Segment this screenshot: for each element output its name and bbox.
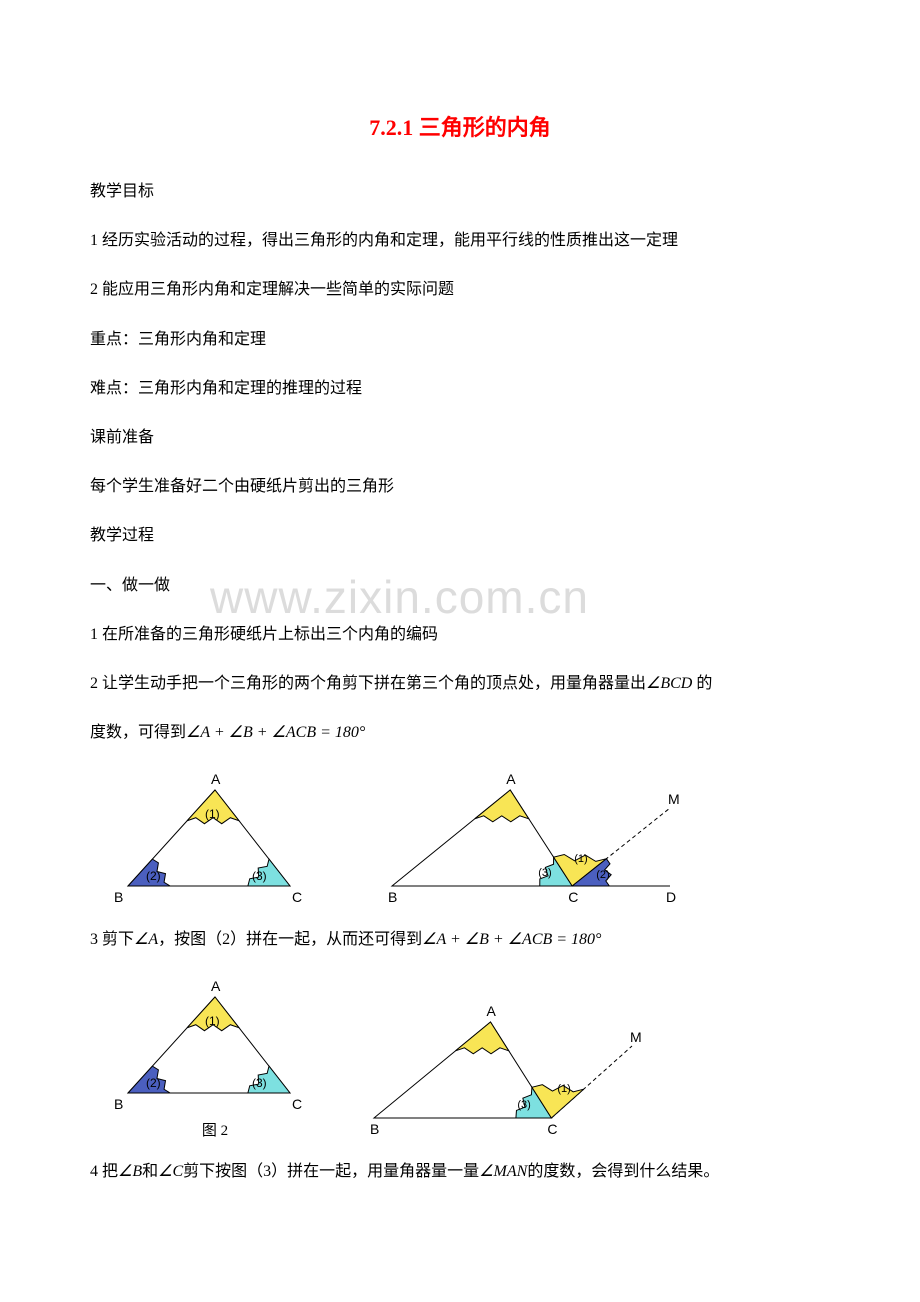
svg-text:A: A: [506, 771, 516, 787]
svg-text:(3): (3): [517, 1099, 530, 1111]
step-heading-1: 一、做一做: [90, 572, 830, 599]
svg-text:A: A: [211, 978, 221, 994]
angle-c: ∠C: [158, 1163, 183, 1180]
svg-text:M: M: [630, 1029, 642, 1045]
angle-sum-2: ∠A + ∠B + ∠ACB = 180°: [422, 931, 601, 948]
angle-b: ∠B: [118, 1163, 142, 1180]
svg-text:A: A: [211, 771, 221, 787]
step-2-text-c: 的: [696, 675, 712, 692]
figure-2-caption: 图 2: [202, 1119, 228, 1140]
section-heading-process: 教学过程: [90, 522, 830, 549]
step-3: 3 剪下∠A，按图（2）拼在一起，从而还可得到∠A + ∠B + ∠ACB = …: [90, 926, 830, 953]
step-3-text-a: 3 剪下: [90, 931, 134, 948]
figure-1a-wrap: A B C (1) (2) (3): [110, 768, 320, 908]
step-4-text-g: 的度数，会得到什么结果。: [527, 1163, 719, 1180]
svg-text:B: B: [114, 889, 123, 905]
difficult-point: 难点：三角形内角和定理的推理的过程: [90, 375, 830, 402]
step-2-text-d: 度数，可得到: [90, 724, 186, 741]
step-4-text-a: 4 把: [90, 1163, 118, 1180]
angle-sum-1: ∠A + ∠B + ∠ACB = 180°: [186, 724, 365, 741]
angle-bcd: ∠BCD: [646, 675, 692, 692]
angle-a: ∠A: [134, 931, 158, 948]
step-4-text-c: 和: [142, 1163, 158, 1180]
svg-text:A: A: [487, 1003, 497, 1019]
svg-text:C: C: [547, 1121, 557, 1137]
svg-text:B: B: [388, 889, 397, 905]
svg-text:(3): (3): [252, 869, 267, 883]
svg-text:(1): (1): [557, 1083, 570, 1095]
figure-2b-wrap: A B C M (3) (1): [360, 1000, 650, 1140]
svg-text:D: D: [666, 889, 676, 905]
svg-text:(2): (2): [146, 869, 161, 883]
step-2-text-a: 2 让学生动手把一个三角形的两个角剪下拼在第三个角的顶点处，用量角器量出: [90, 675, 646, 692]
svg-text:M: M: [668, 791, 680, 807]
svg-text:B: B: [370, 1121, 379, 1137]
svg-text:(3): (3): [538, 867, 551, 879]
figure-2a-wrap: A B C (1) (2) (3) 图 2: [110, 975, 320, 1140]
svg-text:(1): (1): [205, 1014, 220, 1028]
figure-1b: A B C D M (3) (1) (2): [380, 768, 690, 908]
figure-2a: A B C (1) (2) (3): [110, 975, 320, 1115]
angle-man: ∠MAN: [479, 1163, 527, 1180]
step-4: 4 把∠B和∠C剪下按图（3）拼在一起，用量角器量一量∠MAN的度数，会得到什么…: [90, 1158, 830, 1185]
step-2-line1: 2 让学生动手把一个三角形的两个角剪下拼在第三个角的顶点处，用量角器量出∠BCD…: [90, 670, 830, 697]
svg-text:(2): (2): [596, 869, 609, 881]
figure-1a: A B C (1) (2) (3): [110, 768, 320, 908]
svg-text:C: C: [568, 889, 578, 905]
key-point: 重点：三角形内角和定理: [90, 326, 830, 353]
svg-text:(1): (1): [205, 807, 220, 821]
svg-text:C: C: [292, 889, 302, 905]
svg-text:(1): (1): [574, 853, 587, 865]
step-3-text-c: ，按图（2）拼在一起，从而还可得到: [158, 931, 422, 948]
prep-text: 每个学生准备好二个由硬纸片剪出的三角形: [90, 473, 830, 500]
goal-1: 1 经历实验活动的过程，得出三角形的内角和定理，能用平行线的性质推出这一定理: [90, 227, 830, 254]
figure-1b-wrap: A B C D M (3) (1) (2): [380, 768, 690, 908]
figure-row-2: A B C (1) (2) (3) 图 2 A B C M (3) (1): [110, 975, 830, 1140]
svg-text:(3): (3): [252, 1076, 267, 1090]
step-4-text-e: 剪下按图（3）拼在一起，用量角器量一量: [183, 1163, 479, 1180]
section-heading-prep: 课前准备: [90, 424, 830, 451]
step-1: 1 在所准备的三角形硬纸片上标出三个内角的编码: [90, 621, 830, 648]
page-title: 7.2.1 三角形的内角: [90, 110, 830, 142]
figure-2b: A B C M (3) (1): [360, 1000, 650, 1140]
svg-text:C: C: [292, 1096, 302, 1112]
goal-2: 2 能应用三角形内角和定理解决一些简单的实际问题: [90, 276, 830, 303]
step-2-line2: 度数，可得到∠A + ∠B + ∠ACB = 180°: [90, 719, 830, 746]
section-heading-goals: 教学目标: [90, 178, 830, 205]
figure-row-1: A B C (1) (2) (3) A B C D M (3) (1) (2): [110, 768, 830, 908]
svg-text:(2): (2): [146, 1076, 161, 1090]
svg-text:B: B: [114, 1096, 123, 1112]
